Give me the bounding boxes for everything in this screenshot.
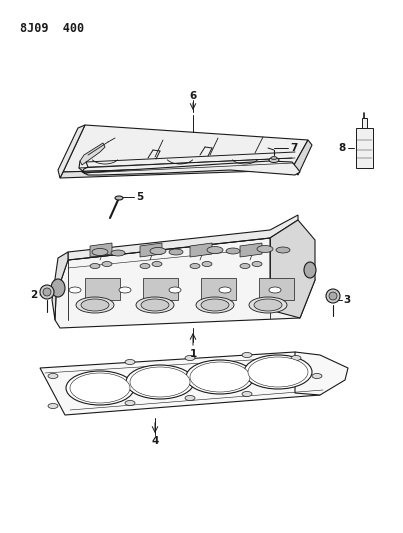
Text: 8J09  400: 8J09 400	[20, 22, 84, 35]
Ellipse shape	[69, 287, 81, 293]
Ellipse shape	[140, 263, 150, 269]
Ellipse shape	[196, 297, 234, 313]
Ellipse shape	[150, 247, 166, 254]
Polygon shape	[143, 278, 178, 300]
Ellipse shape	[252, 262, 262, 266]
Ellipse shape	[240, 263, 250, 269]
Ellipse shape	[48, 403, 58, 408]
Ellipse shape	[48, 374, 58, 378]
Ellipse shape	[130, 367, 190, 397]
Polygon shape	[270, 220, 315, 318]
Polygon shape	[68, 215, 298, 260]
Ellipse shape	[326, 289, 340, 303]
Ellipse shape	[136, 297, 174, 313]
Ellipse shape	[185, 395, 195, 400]
Ellipse shape	[66, 371, 134, 405]
Polygon shape	[85, 278, 120, 300]
Ellipse shape	[312, 374, 322, 378]
Ellipse shape	[329, 292, 337, 300]
Text: 5: 5	[136, 192, 143, 202]
Ellipse shape	[152, 262, 162, 266]
Polygon shape	[79, 161, 300, 175]
Ellipse shape	[219, 287, 231, 293]
Ellipse shape	[92, 248, 108, 255]
Polygon shape	[58, 125, 85, 178]
Ellipse shape	[186, 360, 254, 394]
Ellipse shape	[141, 299, 169, 311]
Ellipse shape	[81, 299, 109, 311]
Ellipse shape	[269, 287, 281, 293]
Polygon shape	[90, 243, 112, 257]
Polygon shape	[60, 165, 294, 178]
Polygon shape	[292, 140, 312, 175]
Ellipse shape	[190, 263, 200, 269]
Ellipse shape	[202, 262, 212, 266]
Polygon shape	[201, 278, 236, 300]
Ellipse shape	[207, 246, 223, 254]
Ellipse shape	[248, 357, 308, 387]
Ellipse shape	[304, 262, 316, 278]
Ellipse shape	[291, 356, 301, 360]
Ellipse shape	[254, 299, 282, 311]
Ellipse shape	[190, 362, 250, 392]
Ellipse shape	[169, 287, 181, 293]
Text: 4: 4	[151, 436, 159, 446]
Polygon shape	[190, 243, 212, 257]
Ellipse shape	[51, 279, 65, 297]
Ellipse shape	[271, 157, 277, 159]
Ellipse shape	[111, 250, 125, 256]
Ellipse shape	[257, 246, 273, 253]
Ellipse shape	[269, 157, 279, 163]
Ellipse shape	[90, 263, 100, 269]
Polygon shape	[356, 128, 373, 168]
Text: 7: 7	[290, 143, 298, 153]
Polygon shape	[295, 352, 348, 395]
Polygon shape	[55, 238, 315, 328]
Ellipse shape	[242, 392, 252, 397]
Ellipse shape	[249, 297, 287, 313]
Polygon shape	[362, 118, 367, 128]
Ellipse shape	[201, 299, 229, 311]
Ellipse shape	[125, 359, 135, 365]
Ellipse shape	[76, 297, 114, 313]
Text: 3: 3	[343, 295, 351, 305]
Ellipse shape	[40, 285, 54, 299]
Ellipse shape	[276, 247, 290, 253]
Polygon shape	[80, 143, 105, 165]
Ellipse shape	[244, 355, 312, 389]
Ellipse shape	[115, 196, 123, 200]
Polygon shape	[52, 252, 68, 320]
Text: 8: 8	[339, 143, 346, 153]
Ellipse shape	[119, 287, 131, 293]
Text: 6: 6	[189, 91, 197, 101]
Ellipse shape	[43, 288, 51, 296]
Polygon shape	[240, 243, 262, 257]
Polygon shape	[63, 125, 308, 172]
Text: 2: 2	[30, 290, 37, 300]
Text: 1: 1	[189, 349, 197, 359]
Ellipse shape	[185, 356, 195, 360]
Polygon shape	[40, 352, 320, 415]
Polygon shape	[259, 278, 294, 300]
Polygon shape	[140, 243, 162, 257]
Ellipse shape	[169, 249, 183, 255]
Ellipse shape	[70, 373, 130, 403]
Ellipse shape	[242, 352, 252, 358]
Ellipse shape	[226, 248, 240, 254]
Ellipse shape	[102, 262, 112, 266]
Ellipse shape	[125, 400, 135, 406]
Ellipse shape	[126, 365, 194, 399]
